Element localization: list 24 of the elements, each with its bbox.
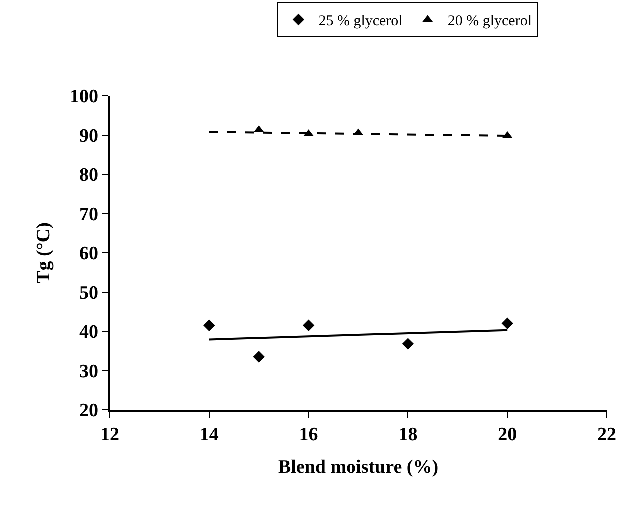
y-tick-label: 70 xyxy=(79,204,98,226)
y-tick-label: 40 xyxy=(79,322,98,344)
x-tick-label: 22 xyxy=(598,424,616,446)
y-tick-label: 90 xyxy=(79,126,98,147)
point xyxy=(302,320,315,332)
legend-label: 25 % glycerol xyxy=(318,14,403,30)
legend-label: 20 % glycerol xyxy=(448,14,532,30)
x-tick-label: 14 xyxy=(200,424,220,446)
point xyxy=(502,318,514,330)
point xyxy=(402,338,414,350)
x-tick-label: 20 xyxy=(498,424,518,446)
y-tick-label: 100 xyxy=(70,86,98,108)
x-tick-label: 12 xyxy=(100,424,120,446)
x-axis-title: Blend moisture (%) xyxy=(278,456,439,478)
point xyxy=(204,320,216,332)
y-axis-title: Tg (°C) xyxy=(33,222,54,284)
y-tick-label: 30 xyxy=(79,361,98,382)
y-tick-label: 20 xyxy=(79,400,98,422)
y-tick-label: 80 xyxy=(79,165,98,186)
point xyxy=(253,351,265,363)
y-tick-label: 50 xyxy=(79,282,98,304)
x-tick-label: 18 xyxy=(398,424,418,446)
y-tick-label: 60 xyxy=(79,244,98,265)
x-tick-label: 16 xyxy=(299,424,318,446)
